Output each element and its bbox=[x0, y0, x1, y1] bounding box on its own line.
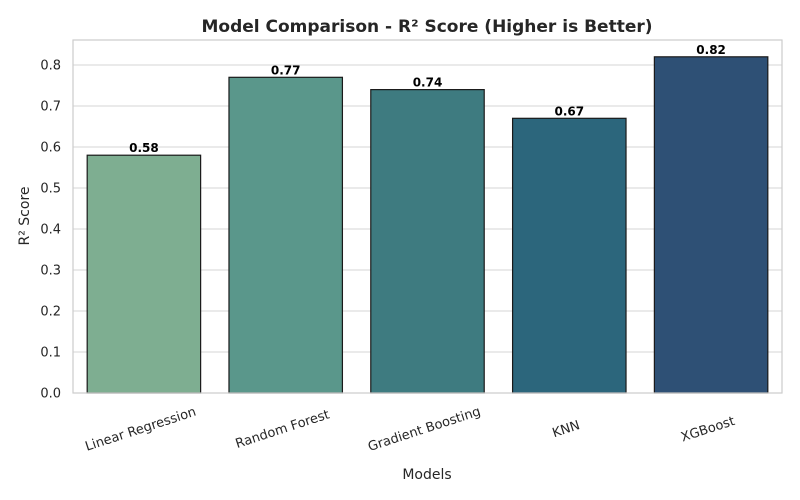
x-tick-label: Linear Regression bbox=[84, 405, 199, 455]
y-tick-label: 0.0 bbox=[40, 387, 61, 402]
chart-title: Model Comparison - R² Score (Higher is B… bbox=[201, 17, 652, 37]
bar-gradient-boosting bbox=[370, 89, 485, 394]
y-tick-label: 0.7 bbox=[40, 100, 61, 115]
y-tick-label: 0.3 bbox=[40, 264, 61, 279]
bars bbox=[86, 56, 769, 394]
y-tick-label: 0.5 bbox=[40, 182, 61, 197]
y-axis-ticks: 0.0 0.1 0.2 0.3 0.4 0.5 0.6 0.7 0.8 bbox=[40, 59, 61, 402]
y-tick-label: 0.8 bbox=[40, 59, 61, 74]
bar-knn bbox=[511, 117, 627, 394]
y-tick-label: 0.1 bbox=[40, 346, 61, 361]
x-tick-label: XGBoost bbox=[679, 414, 737, 445]
data-label: 0.74 bbox=[413, 76, 443, 90]
y-tick-label: 0.6 bbox=[40, 141, 61, 156]
x-axis-title: Models bbox=[402, 467, 451, 483]
x-tick-label: Gradient Boosting bbox=[366, 404, 482, 455]
bar-random-forest bbox=[228, 76, 344, 394]
bar-linear-regression bbox=[86, 154, 202, 394]
data-labels: 0.58 0.77 0.74 0.67 0.82 bbox=[129, 43, 726, 155]
data-label: 0.67 bbox=[554, 104, 584, 118]
x-axis-ticks: Linear Regression Random Forest Gradient B… bbox=[84, 404, 737, 455]
plot-frame bbox=[72, 39, 783, 394]
data-label: 0.58 bbox=[129, 141, 159, 155]
data-label: 0.77 bbox=[271, 63, 301, 77]
bar-xgboost bbox=[653, 56, 769, 394]
y-tick-label: 0.4 bbox=[40, 223, 61, 238]
y-axis-title: R² Score bbox=[17, 186, 33, 245]
x-tick-label: Random Forest bbox=[234, 407, 332, 452]
x-tick-label: KNN bbox=[551, 418, 582, 441]
data-label: 0.82 bbox=[696, 43, 726, 57]
y-tick-label: 0.2 bbox=[40, 305, 61, 320]
